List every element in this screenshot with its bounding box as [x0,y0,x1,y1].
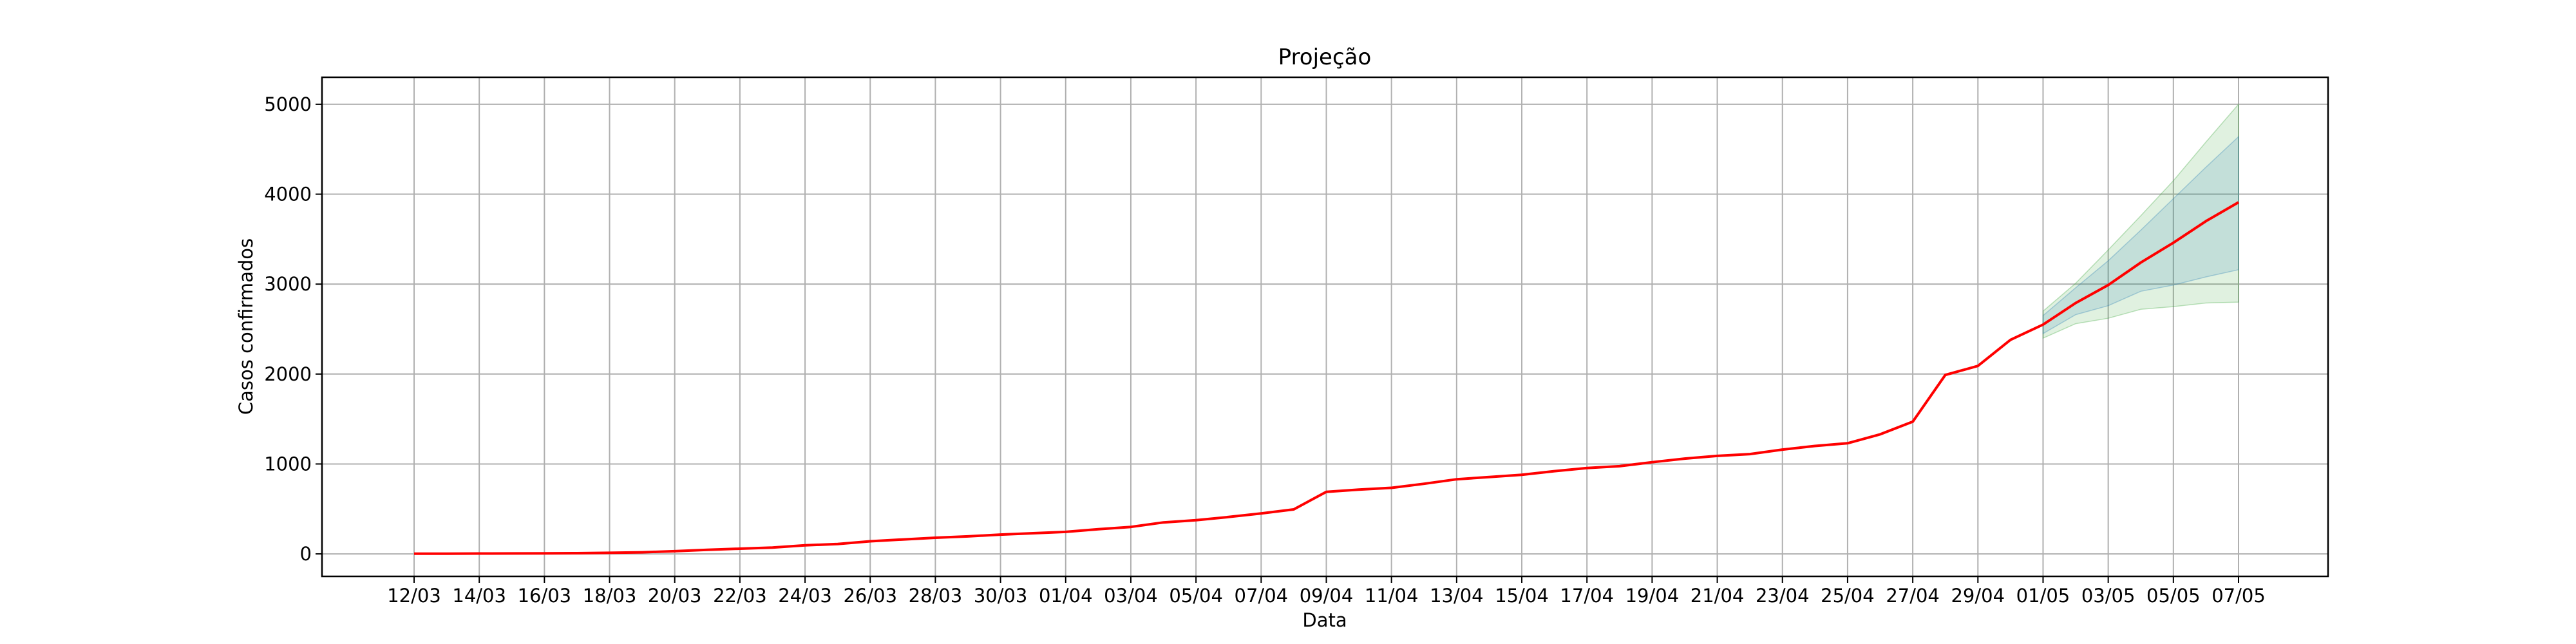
y-tick-label: 0 [300,543,312,565]
x-tick-label: 05/04 [1169,585,1223,607]
x-tick-label: 17/04 [1560,585,1614,607]
x-tick-label: 01/05 [2016,585,2070,607]
x-tick-label: 03/05 [2081,585,2136,607]
x-tick-label: 30/03 [974,585,1028,607]
y-tick-label: 3000 [264,273,312,295]
x-tick-label: 09/04 [1300,585,1354,607]
x-tick-label: 12/03 [387,585,441,607]
y-tick-label: 2000 [264,363,312,385]
confidence-band [2042,102,2239,339]
x-tick-label: 18/03 [583,585,637,607]
x-tick-label: 24/03 [778,585,832,607]
x-axis-label: Data [1302,609,1347,631]
x-tick-label: 11/04 [1365,585,1419,607]
confidence-band [2042,135,2239,335]
x-tick-label: 05/05 [2146,585,2201,607]
x-tick-label: 07/05 [2211,585,2266,607]
y-axis-label: Casos confirmados [235,238,257,415]
grid [322,77,2328,576]
x-tick-label: 22/03 [713,585,767,607]
x-tick-label: 01/04 [1039,585,1093,607]
x-tick-label: 28/03 [909,585,963,607]
x-tick-label: 13/04 [1430,585,1484,607]
x-tick-label: 15/04 [1495,585,1549,607]
y-tick-label: 5000 [264,93,312,115]
series-lines [413,201,2240,555]
confidence-bands [2042,102,2239,339]
x-axis-ticks: 12/03 14/03 16/03 18/03 20/03 22/03 24/03 26/03… [387,576,2266,607]
plot-frame [321,76,2329,578]
x-tick-label: 19/04 [1625,585,1680,607]
chart-title: Projeção [1278,44,1372,70]
y-axis-ticks: 0 1000 2000 3000 4000 5000 [264,93,322,565]
x-tick-label: 27/04 [1886,585,1940,607]
x-tick-label: 20/03 [648,585,702,607]
x-tick-label: 14/03 [452,585,506,607]
x-tick-label: 26/03 [843,585,897,607]
y-tick-label: 4000 [264,184,312,205]
x-tick-label: 25/04 [1821,585,1875,607]
series-line [413,201,2240,555]
x-tick-label: 07/04 [1235,585,1289,607]
x-tick-label: 23/04 [1756,585,1810,607]
x-tick-label: 03/04 [1104,585,1158,607]
x-tick-label: 29/04 [1951,585,2005,607]
y-tick-label: 1000 [264,453,312,475]
x-tick-label: 21/04 [1690,585,1745,607]
x-tick-label: 16/03 [518,585,572,607]
